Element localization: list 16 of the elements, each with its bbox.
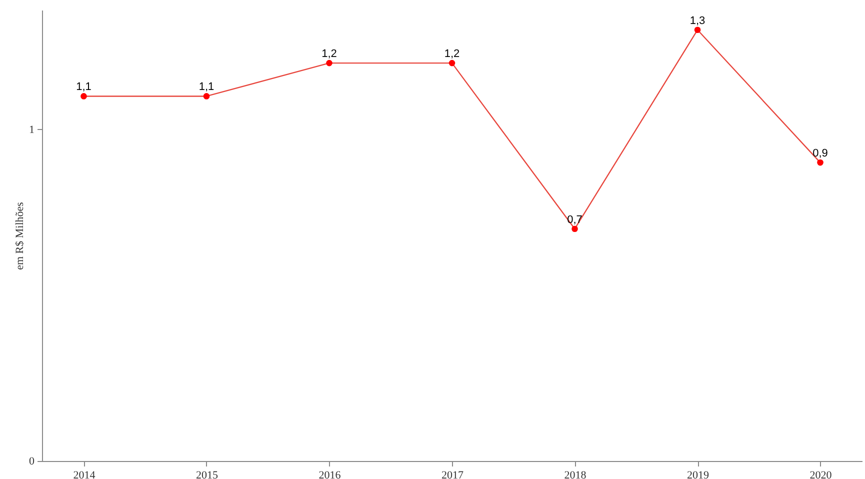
x-tick-label: 2015 [196, 470, 218, 479]
x-tick-label: 2014 [73, 470, 96, 479]
x-tick-label: 2016 [318, 470, 342, 479]
x-tick-label: 2017 [442, 470, 464, 479]
data-label: 1,1 [198, 81, 214, 94]
data-label: 1,2 [322, 48, 337, 60]
data-label: 1,2 [444, 48, 460, 60]
data-label: 0,9 [812, 148, 828, 160]
y-axis-title: em R$ Milhões [14, 202, 26, 270]
data-label: 1,3 [690, 14, 706, 27]
y-tick-label: 0 [29, 456, 35, 468]
x-tick-label: 2020 [810, 470, 832, 479]
data-label: 1,1 [76, 81, 92, 94]
x-tick-label: 2018 [564, 470, 587, 479]
x-tick-label: 2019 [687, 470, 710, 479]
y-tick-label: 1 [29, 124, 34, 136]
